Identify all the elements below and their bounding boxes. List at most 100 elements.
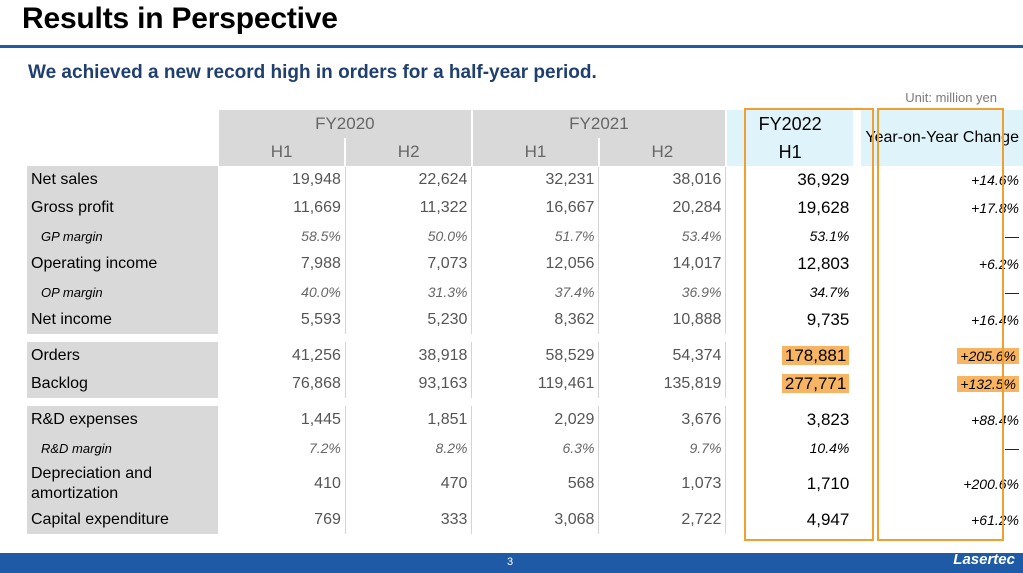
value-cell: 51.7% — [471, 222, 600, 250]
table-row: Net sales 19,948 22,624 32,231 38,016 36… — [27, 166, 1023, 194]
value-cell: 7,988 — [218, 250, 346, 278]
fy2022-value: 19,628 — [797, 198, 850, 217]
half-header: H1 — [218, 138, 347, 167]
value-cell: 568 — [471, 462, 600, 506]
table-row: Depreciation and amortization 410 470 56… — [27, 462, 1023, 506]
value-cell: 3,068 — [471, 506, 600, 534]
highlighted-value: 277,771 — [781, 374, 850, 393]
value-cell: 119,461 — [471, 370, 600, 398]
corner-cell — [27, 110, 219, 166]
row-label: Gross profit — [27, 194, 220, 222]
value-cell: 7.2% — [218, 434, 346, 462]
fy2022-value: 4,947 — [806, 510, 850, 529]
value-cell: 58.5% — [218, 222, 346, 250]
table-row: GP margin 58.5% 50.0% 51.7% 53.4% 53.1% … — [27, 222, 1023, 250]
value-cell: 5,230 — [345, 306, 473, 334]
table-row: Gross profit 11,669 11,322 16,667 20,284… — [27, 194, 1023, 222]
value-cell: 76,868 — [218, 370, 346, 398]
value-cell: 36.9% — [598, 278, 727, 306]
value-cell: 769 — [218, 506, 346, 534]
yoy-value: +61.2% — [971, 512, 1019, 528]
results-table: FY2020 FY2021 FY2022 Year-on-Year Change… — [27, 110, 1023, 534]
value-cell: 3,676 — [598, 406, 727, 434]
value-cell: 14,017 — [598, 250, 727, 278]
fy2020-header: FY2020 — [218, 110, 473, 138]
row-label: OP margin — [27, 278, 220, 306]
row-label: R&D margin — [27, 434, 220, 462]
table-row: R&D margin 7.2% 8.2% 6.3% 9.7% 10.4% — — [27, 434, 1023, 462]
value-cell: 38,918 — [345, 342, 473, 370]
value-cell: 40.0% — [218, 278, 346, 306]
row-label: Backlog — [27, 370, 220, 398]
value-cell: 22,624 — [345, 166, 473, 194]
value-cell: 37.4% — [471, 278, 600, 306]
value-cell: 54,374 — [598, 342, 727, 370]
yoy-value: +14.6% — [971, 172, 1019, 188]
table-row: Backlog 76,868 93,163 119,461 135,819 27… — [27, 370, 1023, 398]
value-cell: 53.4% — [598, 222, 727, 250]
yoy-value: +200.6% — [963, 476, 1019, 492]
value-cell: 470 — [345, 462, 473, 506]
fy2022-value: 9,735 — [806, 310, 850, 329]
value-cell: 135,819 — [598, 370, 727, 398]
row-label: Capital expenditure — [27, 506, 220, 534]
value-cell: 11,322 — [345, 194, 473, 222]
half-header: H2 — [345, 138, 473, 167]
page-number: 3 — [507, 556, 514, 568]
value-cell: 93,163 — [345, 370, 473, 398]
yoy-value: +6.2% — [978, 256, 1019, 272]
row-label: Net sales — [27, 166, 220, 194]
highlighted-yoy: +205.6% — [957, 348, 1019, 364]
footer-bar — [0, 553, 1023, 573]
yoy-value: — — [1005, 284, 1019, 300]
value-cell: 38,016 — [598, 166, 727, 194]
value-cell: 2,722 — [598, 506, 727, 534]
half-header-row: H1 H2 H1 H2 H1 — [27, 138, 1023, 167]
value-cell: 58,529 — [471, 342, 600, 370]
fy2022-value: 36,929 — [797, 170, 850, 189]
fy2022-value: 34.7% — [809, 284, 850, 300]
half-header: H1 — [725, 138, 854, 166]
value-cell: 32,231 — [471, 166, 600, 194]
half-header: H1 — [471, 138, 600, 167]
group-separator — [27, 398, 1023, 406]
value-cell: 5,593 — [218, 306, 346, 334]
yoy-value: — — [1005, 228, 1019, 244]
half-header: H2 — [598, 138, 727, 167]
row-label: Orders — [27, 342, 220, 370]
value-cell: 1,851 — [345, 406, 473, 434]
value-cell: 50.0% — [345, 222, 473, 250]
value-cell: 31.3% — [345, 278, 473, 306]
value-cell: 2,029 — [471, 406, 600, 434]
row-label: GP margin — [27, 222, 220, 250]
page-subtitle: We achieved a new record high in orders … — [28, 62, 597, 83]
fy2022-value: 53.1% — [809, 228, 850, 244]
table-row: Orders 41,256 38,918 58,529 54,374 178,8… — [27, 342, 1023, 370]
fy2022-header: FY2022 — [725, 110, 854, 138]
value-cell: 41,256 — [218, 342, 346, 370]
table-row: Operating income 7,988 7,073 12,056 14,0… — [27, 250, 1023, 278]
fy2022-value: 10.4% — [809, 440, 850, 456]
table-row: Capital expenditure 769 333 3,068 2,722 … — [27, 506, 1023, 534]
value-cell: 8.2% — [345, 434, 473, 462]
fy2022-value: 1,710 — [806, 474, 850, 493]
company-logo: Lasertec — [953, 551, 1015, 568]
value-cell: 1,073 — [598, 462, 727, 506]
highlighted-yoy: +132.5% — [957, 376, 1019, 392]
value-cell: 16,667 — [471, 194, 600, 222]
fy2022-value: 3,823 — [806, 410, 850, 429]
value-cell: 6.3% — [471, 434, 600, 462]
yoy-value: +88.4% — [971, 412, 1019, 428]
unit-note: Unit: million yen — [905, 90, 997, 105]
page-title: Results in Perspective — [22, 2, 338, 35]
title-divider — [0, 45, 1023, 48]
table-row: R&D expenses 1,445 1,851 2,029 3,676 3,8… — [27, 406, 1023, 434]
value-cell: 8,362 — [471, 306, 600, 334]
fy2022-value: 12,803 — [797, 254, 850, 273]
value-cell: 11,669 — [218, 194, 346, 222]
row-label: Depreciation and amortization — [27, 462, 220, 506]
value-cell: 7,073 — [345, 250, 473, 278]
yoy-value: +17.8% — [971, 200, 1019, 216]
value-cell: 20,284 — [598, 194, 727, 222]
value-cell: 10,888 — [598, 306, 727, 334]
